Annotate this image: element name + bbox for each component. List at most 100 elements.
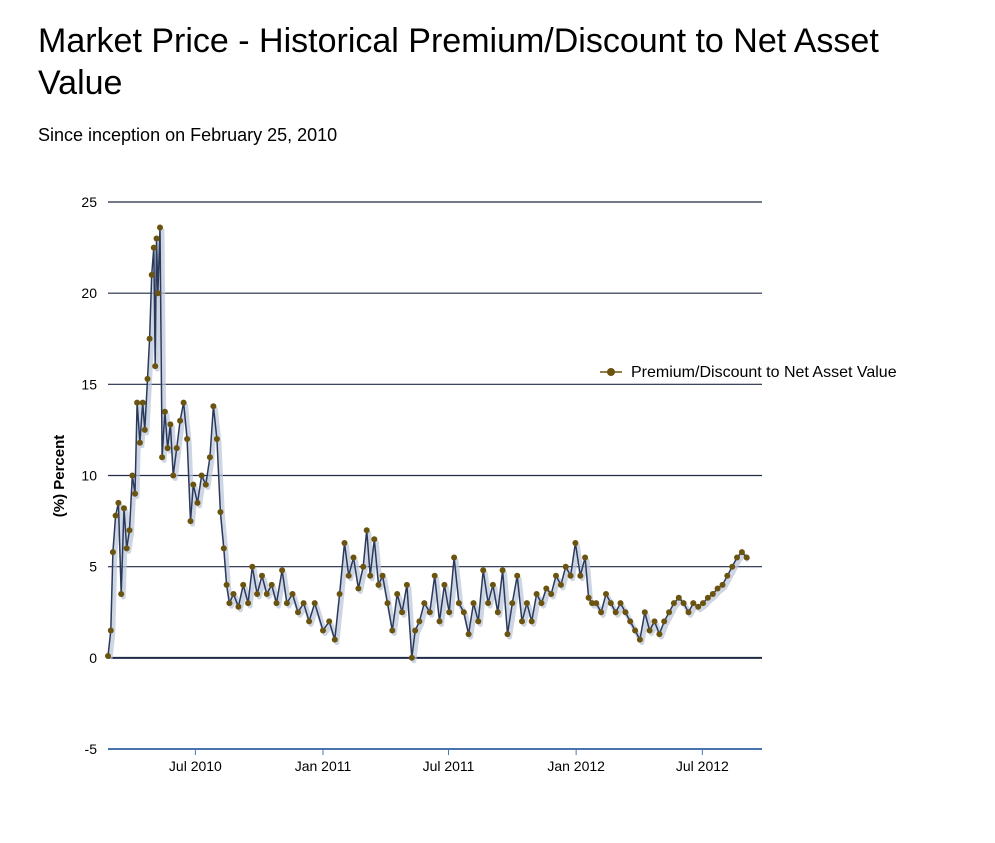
x-tick-label: Jan 2012 bbox=[547, 758, 605, 774]
data-point bbox=[470, 600, 477, 607]
data-point bbox=[553, 572, 559, 579]
data-point bbox=[426, 609, 433, 616]
data-point bbox=[480, 567, 487, 574]
data-point bbox=[627, 618, 634, 625]
data-point bbox=[589, 600, 596, 607]
data-point bbox=[170, 472, 177, 479]
data-point bbox=[268, 581, 275, 588]
data-point bbox=[109, 549, 116, 556]
data-point bbox=[533, 591, 540, 597]
data-point bbox=[719, 581, 726, 588]
data-point bbox=[729, 563, 736, 570]
data-point bbox=[607, 600, 614, 607]
legend-marker-swatch bbox=[607, 368, 615, 376]
data-point bbox=[656, 631, 663, 638]
data-point bbox=[184, 436, 191, 442]
data-point bbox=[355, 585, 362, 592]
data-point bbox=[700, 600, 706, 607]
data-point bbox=[451, 554, 458, 561]
data-point bbox=[187, 518, 194, 525]
series-markers bbox=[105, 224, 750, 661]
data-point bbox=[389, 627, 396, 634]
data-point bbox=[112, 512, 119, 519]
data-point bbox=[603, 591, 609, 597]
data-point bbox=[363, 527, 370, 534]
data-point bbox=[367, 572, 374, 579]
x-tick-label: Jul 2010 bbox=[169, 758, 222, 774]
x-axis-ticks: Jul 2010 Jan 2011 Jul 2011 Jan 2012 Jul 2012 bbox=[169, 749, 729, 774]
data-point bbox=[543, 585, 550, 592]
data-point bbox=[394, 591, 401, 597]
data-point bbox=[494, 609, 501, 616]
data-point bbox=[509, 600, 516, 607]
data-point bbox=[485, 600, 492, 607]
data-point bbox=[714, 585, 721, 592]
data-point bbox=[159, 454, 166, 461]
data-point bbox=[651, 618, 658, 625]
data-point bbox=[132, 490, 138, 497]
data-point bbox=[152, 363, 159, 370]
data-point bbox=[300, 600, 307, 607]
data-point bbox=[446, 609, 453, 616]
data-point bbox=[489, 581, 496, 588]
data-point bbox=[320, 627, 326, 634]
data-point bbox=[431, 572, 438, 579]
x-tick-label: Jan 2011 bbox=[295, 758, 352, 774]
data-point bbox=[670, 600, 677, 607]
legend: Premium/Discount to Net Asset Value bbox=[600, 364, 897, 381]
data-point bbox=[685, 609, 692, 616]
data-point bbox=[345, 572, 352, 579]
data-point bbox=[230, 591, 237, 597]
data-point bbox=[129, 472, 136, 479]
data-point bbox=[399, 609, 406, 616]
data-point bbox=[572, 540, 579, 546]
data-point bbox=[206, 454, 213, 461]
y-axis-label: (%) Percent bbox=[51, 435, 68, 518]
data-point bbox=[695, 603, 702, 610]
data-point bbox=[190, 481, 197, 488]
data-point bbox=[598, 609, 605, 616]
data-point bbox=[198, 472, 205, 479]
data-point bbox=[582, 554, 589, 561]
data-point bbox=[311, 600, 318, 607]
data-point bbox=[441, 581, 448, 588]
data-point bbox=[504, 631, 511, 638]
data-point bbox=[528, 618, 535, 625]
data-point bbox=[105, 653, 111, 659]
data-point bbox=[150, 244, 157, 251]
data-point bbox=[254, 591, 261, 597]
data-point bbox=[675, 594, 682, 601]
data-point bbox=[226, 600, 233, 607]
data-point bbox=[403, 581, 410, 588]
data-point bbox=[154, 290, 161, 297]
data-point bbox=[375, 581, 382, 588]
data-point bbox=[612, 609, 619, 616]
data-point bbox=[350, 554, 357, 561]
data-point bbox=[384, 600, 391, 607]
data-point bbox=[666, 609, 673, 616]
data-point bbox=[289, 591, 296, 597]
data-point bbox=[622, 609, 629, 616]
data-point bbox=[263, 591, 270, 597]
data-point bbox=[235, 603, 242, 610]
data-point bbox=[249, 563, 256, 570]
data-point bbox=[326, 618, 333, 625]
data-point bbox=[146, 335, 153, 342]
data-point bbox=[194, 499, 201, 506]
x-tick-label: Jul 2011 bbox=[423, 758, 475, 774]
data-point bbox=[408, 654, 415, 661]
data-point bbox=[136, 439, 143, 446]
data-point bbox=[499, 567, 506, 574]
data-point bbox=[632, 627, 639, 634]
data-point bbox=[636, 636, 643, 643]
data-point bbox=[455, 600, 462, 607]
data-point bbox=[123, 545, 130, 552]
data-point bbox=[341, 540, 348, 546]
data-point bbox=[538, 600, 545, 607]
series-line-path bbox=[107, 226, 748, 659]
data-point bbox=[577, 572, 584, 579]
y-tick-label: 25 bbox=[81, 194, 97, 210]
data-point bbox=[139, 399, 146, 406]
chart-subtitle: Since inception on February 25, 2010 bbox=[38, 125, 338, 145]
